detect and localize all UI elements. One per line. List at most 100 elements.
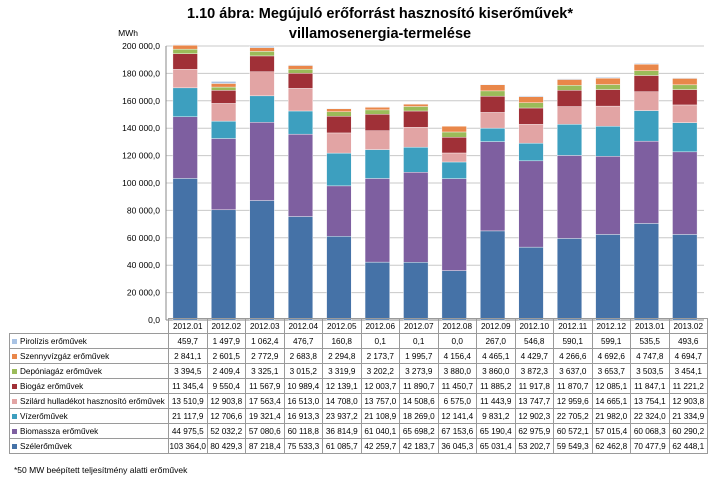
bar-segment xyxy=(288,65,313,70)
bar-segment xyxy=(403,262,429,321)
bar-segment xyxy=(288,216,313,321)
series-legend-entry: Szennyvízgáz erőművek xyxy=(9,348,169,364)
data-label: 0,0 xyxy=(437,333,477,349)
bar-segment xyxy=(249,95,275,123)
bars xyxy=(172,44,698,321)
bar-segment xyxy=(288,64,313,66)
data-label: 2 409,4 xyxy=(206,363,246,379)
bar-segment xyxy=(211,90,237,104)
data-label: 67 153,6 xyxy=(437,423,477,439)
legend-swatch xyxy=(12,353,17,359)
legend-swatch xyxy=(12,368,17,374)
data-label: 11 221,2 xyxy=(668,378,708,394)
data-label: 2 601,5 xyxy=(206,348,246,364)
bar-segment xyxy=(211,138,237,211)
y-tick-label: 200 000,0 xyxy=(122,41,160,51)
data-label: 599,1 xyxy=(591,333,631,349)
data-label: 12 141,4 xyxy=(437,408,477,424)
chart-title: 1.10 ábra: Megújuló erőforrást hasznosít… xyxy=(187,6,573,42)
bar-segment xyxy=(595,77,621,79)
data-label: 53 202,7 xyxy=(514,438,554,454)
data-label: 11 870,7 xyxy=(553,378,593,394)
data-label: 3 454,1 xyxy=(668,363,708,379)
data-label: 3 273,9 xyxy=(399,363,439,379)
data-label: 22 324,0 xyxy=(630,408,670,424)
data-label: 3 880,0 xyxy=(437,363,477,379)
category-label: 2012.02 xyxy=(206,318,246,334)
data-label: 2 841,1 xyxy=(168,348,208,364)
series-name: Szennyvízgáz erőművek xyxy=(20,351,110,361)
series-legend-entry: Szélerőművek xyxy=(9,438,169,454)
bar-segment xyxy=(557,78,582,80)
bar-segment xyxy=(249,200,275,321)
bar-segment xyxy=(595,125,621,157)
gridlines xyxy=(165,45,704,321)
category-label: 2012.09 xyxy=(476,318,516,334)
bar-segment xyxy=(364,114,390,131)
data-label: 57 080,6 xyxy=(245,423,285,439)
legend-swatch xyxy=(12,338,17,344)
data-label: 12 902,3 xyxy=(514,408,554,424)
bar-segment xyxy=(518,95,544,97)
bar-segment xyxy=(672,78,698,86)
bar-segment xyxy=(518,124,544,144)
y-tick-label: 100 000,0 xyxy=(122,178,160,188)
bar-segment xyxy=(441,178,467,271)
bar-segment xyxy=(288,133,313,217)
bar-segment xyxy=(326,152,352,187)
data-label: 1 497,9 xyxy=(206,333,246,349)
data-label: 10 989,4 xyxy=(283,378,323,394)
bar-segment xyxy=(441,161,467,179)
data-label: 3 503,5 xyxy=(630,363,670,379)
data-label: 546,8 xyxy=(514,333,554,349)
bar-segment xyxy=(211,120,237,139)
bar-segment xyxy=(633,91,659,111)
bar-segment xyxy=(480,230,506,321)
data-label: 2 294,8 xyxy=(322,348,362,364)
series-legend-entry: Pirolízis erőművek xyxy=(9,333,169,349)
table-row: Biomassza erőművek 44 975,5 52 032,2 57 080… xyxy=(9,423,708,439)
data-label: 3 653,7 xyxy=(591,363,631,379)
bar-segment xyxy=(518,160,544,248)
y-tick-label: 120 000,0 xyxy=(122,151,160,161)
legend-swatch xyxy=(12,383,17,389)
data-label: 11 345,4 xyxy=(168,378,208,394)
bar-segment xyxy=(326,108,352,112)
data-label: 1 062,4 xyxy=(245,333,285,349)
bar-segment xyxy=(364,261,390,321)
data-label: 13 754,1 xyxy=(630,393,670,409)
bar-segment xyxy=(249,45,275,48)
data-label: 9 550,4 xyxy=(206,378,246,394)
data-label: 160,8 xyxy=(322,333,362,349)
bar-segment xyxy=(672,151,698,235)
data-label: 11 567,9 xyxy=(245,378,285,394)
data-label: 4 156,4 xyxy=(437,348,477,364)
legend-swatch xyxy=(12,413,17,419)
y-tick-label: 20 000,0 xyxy=(127,288,160,298)
y-tick-label: 40 000,0 xyxy=(127,260,160,270)
bar-segment xyxy=(441,137,467,154)
table-row: Szélerőművek 103 364,0 80 429,3 87 218,4 75 … xyxy=(9,438,708,454)
bar-segment xyxy=(441,131,467,138)
data-label: 23 937,2 xyxy=(322,408,362,424)
bar-segment xyxy=(595,156,621,235)
data-label: 590,1 xyxy=(553,333,593,349)
bar-segment xyxy=(518,107,544,125)
y-tick-label: 140 000,0 xyxy=(122,123,160,133)
bar-segment xyxy=(595,89,621,107)
bar-segment xyxy=(595,234,621,321)
bar-segment xyxy=(364,130,390,150)
data-label: 62 448,1 xyxy=(668,438,708,454)
series-name: Biogáz erőművek xyxy=(20,381,84,391)
bar-segment xyxy=(172,48,198,54)
bar-segment xyxy=(557,79,582,86)
bar-segment xyxy=(172,44,198,46)
data-label: 6 575,0 xyxy=(437,393,477,409)
data-label: 44 975,5 xyxy=(168,423,208,439)
bar-segment xyxy=(633,63,659,65)
data-label: 2 772,9 xyxy=(245,348,285,364)
data-label: 11 443,9 xyxy=(476,393,516,409)
data-label: 3 860,0 xyxy=(476,363,516,379)
bar-segment xyxy=(403,127,429,148)
